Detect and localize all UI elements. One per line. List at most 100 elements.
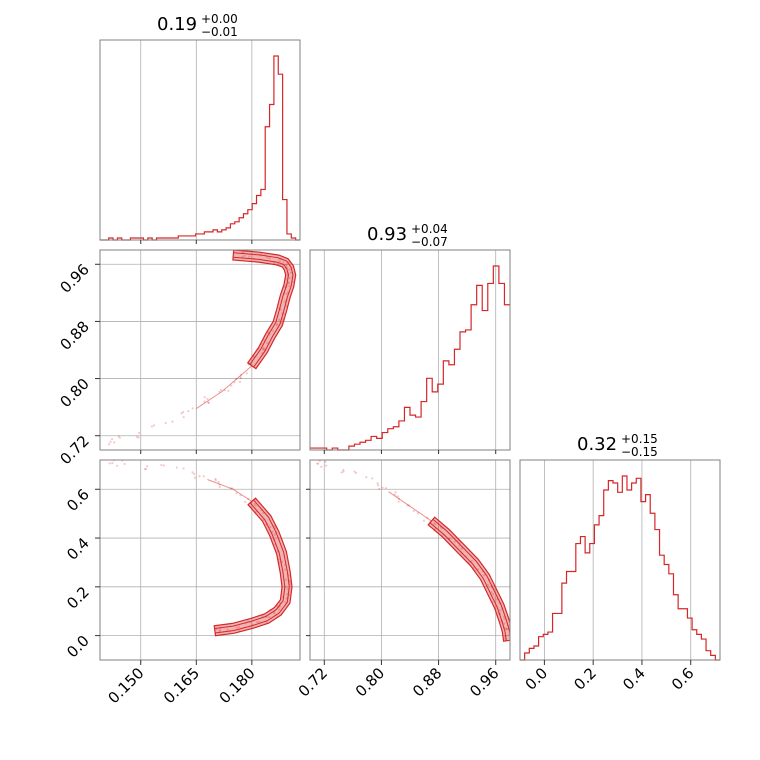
scatter-point <box>123 462 126 466</box>
y-tick-label: 0.72 <box>56 432 92 468</box>
scatter-point <box>412 509 415 513</box>
scatter-point <box>137 436 140 439</box>
scatter-point <box>262 348 265 351</box>
scatter-point <box>317 462 320 465</box>
scatter-point <box>226 628 229 631</box>
y-tick-label: 0.88 <box>56 318 92 354</box>
scatter-point <box>137 431 141 435</box>
scatter-point <box>285 263 288 266</box>
y-tick-label: 0.80 <box>56 375 92 411</box>
density-band <box>213 497 293 637</box>
contour-line <box>214 502 286 629</box>
scatter-point <box>376 482 379 485</box>
scatter-point <box>218 485 221 489</box>
scatter-point <box>486 583 490 586</box>
scatter-point <box>117 435 120 438</box>
scatter-point <box>281 560 284 563</box>
x-tick-label: 0.96 <box>466 664 502 700</box>
scatter-point <box>281 317 284 320</box>
scatter-point <box>160 463 163 467</box>
scatter-point <box>365 476 368 479</box>
panel-frame <box>309 459 511 661</box>
hist-panel-p2 <box>309 249 511 451</box>
scatter-point <box>107 443 111 446</box>
scatter-point <box>262 346 265 349</box>
title-p1-minus: −0.01 <box>201 25 238 39</box>
hist-line-p3 <box>520 475 720 661</box>
hist-line-p1 <box>100 55 300 241</box>
scatter-point <box>111 461 114 465</box>
y-tick-label: 0.2 <box>63 583 93 613</box>
density-band <box>427 516 510 642</box>
title-p1-value: 0.19 <box>157 14 197 35</box>
scatter-point <box>242 251 245 254</box>
scatter-point <box>503 622 506 625</box>
scatter-point <box>198 474 201 478</box>
scatter-point <box>203 396 206 399</box>
scatter-point <box>230 384 233 387</box>
scatter-point <box>283 300 286 304</box>
scatter-point <box>191 407 194 410</box>
title-p3-minus: −0.15 <box>621 445 658 459</box>
x-axis-p2: 0.72 0.80 0.88 0.96 <box>295 660 503 700</box>
scatter-point <box>207 401 210 404</box>
scatter-point <box>164 421 167 425</box>
panel-frame <box>99 459 301 661</box>
scatter-point <box>284 586 287 589</box>
scatter-point <box>280 322 283 325</box>
scatter-point <box>239 377 243 380</box>
scatter-point <box>434 523 437 526</box>
joint-panel-p1_p2 <box>99 249 301 451</box>
scatter-point <box>273 533 276 536</box>
scatter-point <box>472 566 475 569</box>
scatter-point <box>218 629 221 632</box>
scatter-point <box>150 425 154 428</box>
title-p3-plus: +0.15 <box>621 432 658 446</box>
scatter-point <box>273 524 276 528</box>
x-tick-label: 0.80 <box>352 664 388 700</box>
scatter-point <box>378 487 381 491</box>
scatter-point <box>248 255 251 258</box>
scatter-point <box>108 462 111 465</box>
x-tick-label: 0.72 <box>295 664 331 700</box>
inner-xticks <box>140 240 253 244</box>
inner-yticks <box>306 488 310 637</box>
scatter-point <box>244 500 247 504</box>
contour-tail <box>207 479 253 502</box>
panel-frame <box>99 39 301 241</box>
hist-panel-p1 <box>99 39 301 241</box>
scatter-point <box>207 401 210 404</box>
title-p1-plus: +0.00 <box>201 12 238 26</box>
scatter-point <box>325 464 328 467</box>
scatter-point <box>354 471 358 474</box>
x-tick-label: 0.2 <box>570 664 600 694</box>
scatter-point <box>457 539 460 542</box>
scatter-point <box>203 400 206 403</box>
scatter-point <box>324 460 327 463</box>
scatter-point <box>206 397 209 401</box>
scatter-point <box>227 389 230 392</box>
scatter-point <box>422 519 426 522</box>
scatter-point <box>288 277 292 280</box>
contour-tail <box>196 365 253 410</box>
scatter-point <box>275 324 278 327</box>
scatter-point <box>483 573 486 577</box>
scatter-point <box>182 416 185 419</box>
scatter-point <box>278 318 281 321</box>
scatter-point <box>342 470 345 473</box>
contour-line <box>233 256 290 365</box>
scatter-point <box>180 412 183 415</box>
contour-line <box>429 522 507 641</box>
scatter-point <box>118 436 121 439</box>
scatter-point <box>288 268 291 271</box>
scatter-point <box>143 468 146 471</box>
scatter-point <box>202 475 205 478</box>
scatter-point <box>287 281 290 284</box>
scatter-point <box>286 592 289 596</box>
x-tick-label: 0.88 <box>409 664 445 700</box>
scatter-point <box>340 471 343 474</box>
panel-frame <box>99 249 301 451</box>
x-axis-p1: 0.150 0.165 0.180 <box>104 660 259 707</box>
scatter-point <box>191 471 194 474</box>
scatter-point <box>287 282 290 285</box>
